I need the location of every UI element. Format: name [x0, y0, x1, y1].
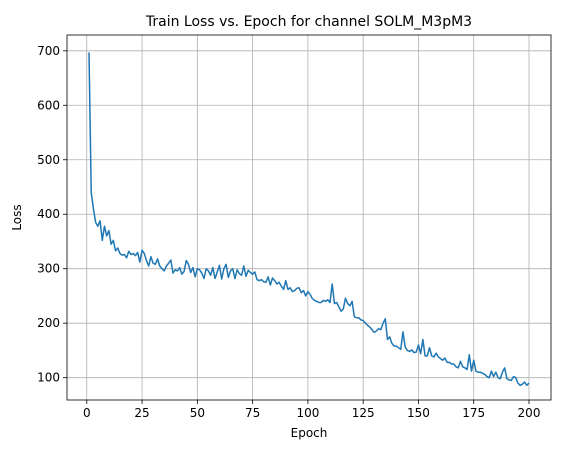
plot-frame	[66, 34, 552, 401]
y-tick-label: 600	[37, 98, 60, 112]
grid-lines	[67, 35, 551, 400]
x-tick-label: 75	[245, 406, 260, 420]
y-axis-label: Loss	[10, 204, 24, 230]
loss-series-line	[88, 52, 530, 387]
x-tick-label: 50	[190, 406, 205, 420]
x-tick-label: 175	[462, 406, 485, 420]
x-tick-label: 125	[352, 406, 375, 420]
y-tick-label: 300	[37, 262, 60, 276]
x-tick-label: 200	[518, 406, 541, 420]
axis-ticks: 0 25 50 75 100 125 150 175 200 100 200 300 400 500 600…	[37, 44, 540, 420]
y-tick-label: 400	[37, 207, 60, 221]
series-layer	[88, 52, 530, 387]
chart-title: Train Loss vs. Epoch for channel SOLM_M3…	[145, 14, 472, 30]
x-tick-label: 150	[407, 406, 430, 420]
x-tick-label: 25	[134, 406, 149, 420]
x-tick-label: 0	[83, 406, 91, 420]
y-tick-label: 200	[37, 316, 60, 330]
y-tick-label: 100	[37, 371, 60, 385]
x-tick-label: 100	[296, 406, 319, 420]
y-tick-label: 500	[37, 153, 60, 167]
x-axis-label: Epoch	[291, 426, 328, 440]
y-tick-label: 700	[37, 44, 60, 58]
